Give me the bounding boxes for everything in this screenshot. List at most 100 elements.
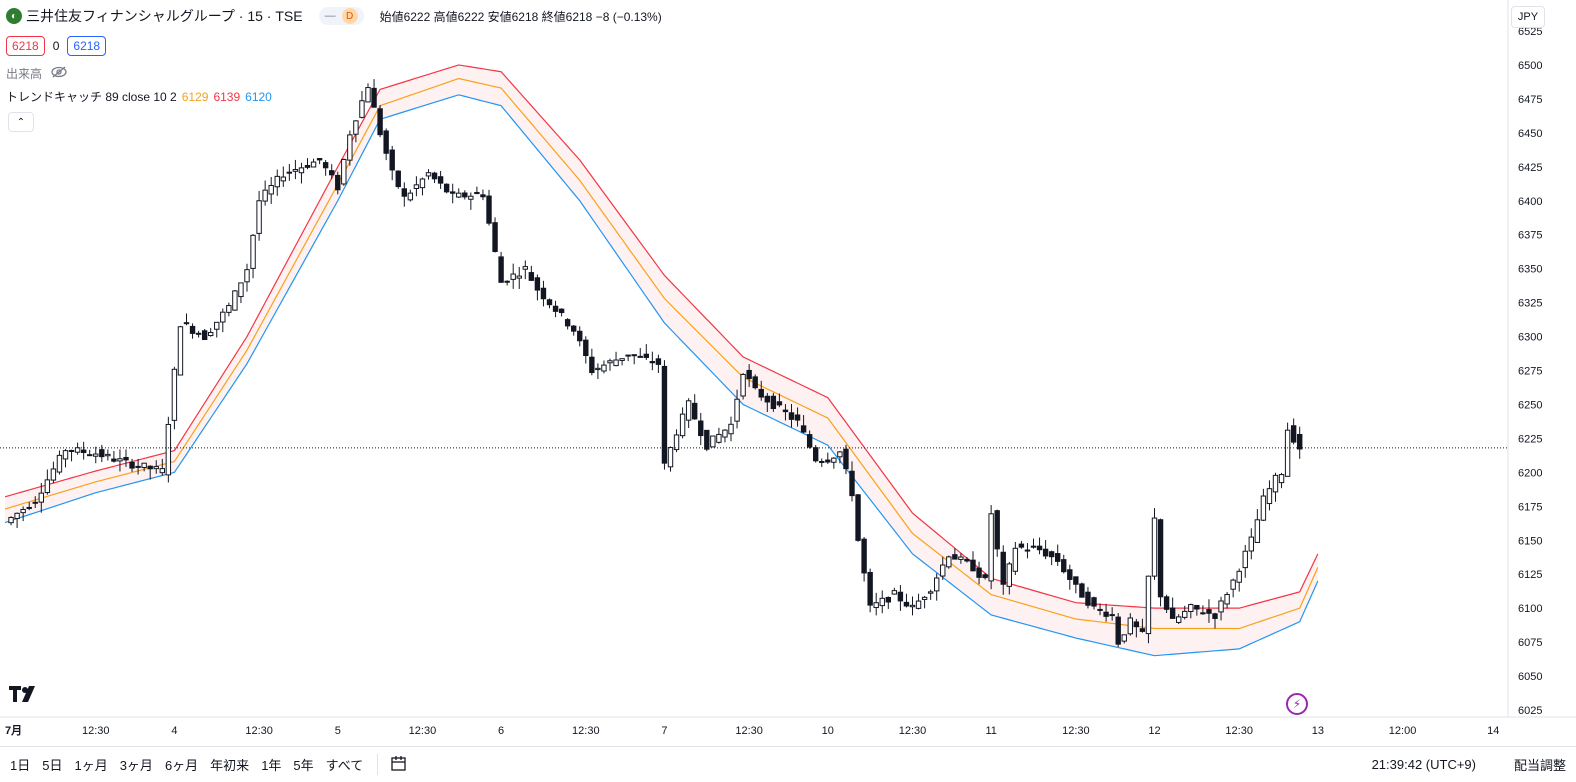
candle-up	[613, 359, 619, 367]
range-6m[interactable]: 6ヶ月	[164, 758, 199, 773]
clock-timezone[interactable]: 21:39:42 (UTC+9)	[1371, 757, 1476, 772]
candle-up	[1024, 549, 1031, 552]
candle-down	[564, 319, 571, 327]
candle-up	[220, 311, 226, 323]
candle-down	[1103, 611, 1109, 617]
candle-up	[1109, 614, 1115, 617]
candle-up	[1230, 579, 1236, 590]
currency-button[interactable]: JPY	[1511, 6, 1545, 28]
candle-up	[208, 331, 214, 337]
candle-down	[1212, 613, 1218, 619]
candle-up	[268, 185, 274, 195]
range-all[interactable]: すべて	[325, 758, 364, 773]
candle-up	[44, 479, 51, 494]
price-tick-label: 6275	[1518, 366, 1542, 378]
price-tick-label: 6225	[1518, 433, 1542, 445]
indicator-label[interactable]: トレンドキャッチ 89 close 10 2	[6, 90, 177, 104]
candle-down	[867, 571, 873, 606]
candle-up	[407, 192, 414, 201]
candle-down	[661, 365, 668, 464]
candle-up	[62, 450, 69, 460]
flash-icon[interactable]: ⚡	[1286, 693, 1308, 715]
candle-down	[546, 299, 553, 306]
candle-up	[740, 373, 746, 397]
market-status-pill[interactable]: — D	[318, 7, 364, 25]
range-5y[interactable]: 5年	[293, 758, 314, 773]
tradingview-logo-icon[interactable]	[9, 686, 41, 709]
candle-down	[1036, 545, 1043, 551]
price-tick-label: 6350	[1518, 264, 1542, 276]
candle-up	[1266, 488, 1273, 505]
candle-down	[1163, 596, 1170, 610]
indicator-value-middle: 6129	[181, 89, 209, 104]
candle-down	[577, 330, 583, 342]
candle-up	[685, 400, 692, 421]
time-tick-label: 12:00	[1389, 725, 1417, 737]
candle-up	[56, 454, 63, 473]
candle-up	[619, 358, 625, 361]
candle-up	[456, 192, 462, 198]
candle-up	[341, 158, 347, 185]
candle-up	[988, 513, 994, 582]
candle-down	[1030, 545, 1037, 548]
range-1d[interactable]: 1日	[10, 758, 31, 773]
candle-down	[903, 601, 910, 607]
candle-down	[794, 414, 801, 421]
range-5d[interactable]: 5日	[42, 758, 63, 773]
dividend-adjust-button[interactable]: 配当調整	[1513, 758, 1566, 773]
candle-down	[80, 449, 87, 454]
range-3m[interactable]: 3ヶ月	[119, 758, 153, 773]
candle-up	[522, 266, 528, 270]
candle-down	[1073, 576, 1079, 585]
candle-up	[958, 556, 964, 560]
candle-up	[286, 171, 293, 174]
volume-legend: 出来高	[6, 65, 68, 82]
symbol-legend: ◐ 三井住友フィナンシャルグループ · 15 · TSE — D 始値6222 …	[6, 6, 662, 26]
candle-down	[558, 308, 565, 314]
collapse-legend-button[interactable]: ⌃	[8, 112, 34, 132]
price-chart[interactable]: 6525650064756450642564006375635063256300…	[0, 0, 1576, 746]
candle-up	[1127, 617, 1133, 635]
candle-down	[201, 330, 208, 341]
candle-up	[171, 368, 178, 421]
candle-down	[395, 170, 401, 188]
candle-up	[1272, 474, 1279, 493]
candle-up	[673, 434, 680, 451]
candle-down	[770, 395, 777, 410]
candle-down	[1018, 543, 1025, 548]
candle-down	[1169, 607, 1176, 619]
candle-down	[540, 287, 547, 300]
range-ytd[interactable]: 年初来	[210, 758, 250, 773]
candle-up	[38, 492, 44, 503]
candle-down	[304, 165, 311, 168]
range-1y[interactable]: 1年	[261, 758, 282, 773]
candle-up	[927, 591, 934, 594]
candle-up	[1284, 429, 1291, 477]
candle-up	[165, 423, 172, 476]
candle-up	[8, 516, 14, 524]
candle-up	[1006, 563, 1012, 587]
candle-down	[583, 339, 589, 357]
candle-down	[1115, 616, 1121, 645]
spread-value: 0	[52, 39, 60, 53]
candle-down	[788, 412, 795, 420]
symbol-title[interactable]: 三井住友フィナンシャルグループ · 15 · TSE	[26, 8, 303, 24]
candle-up	[159, 468, 166, 474]
candle-up	[879, 597, 885, 607]
candle-up	[93, 453, 99, 457]
candle-down	[1200, 612, 1206, 615]
price-tick-label: 6025	[1518, 705, 1542, 717]
candle-down	[450, 191, 456, 194]
candle-up	[921, 596, 928, 600]
candle-up	[425, 172, 432, 177]
candle-up	[837, 451, 843, 458]
eye-hidden-icon[interactable]	[50, 66, 68, 81]
candle-up	[226, 305, 232, 313]
candle-down	[964, 558, 970, 562]
ask-price[interactable]: 6218	[67, 36, 107, 56]
calendar-goto-icon[interactable]	[377, 754, 408, 775]
range-1m[interactable]: 1ヶ月	[74, 758, 108, 773]
bid-price[interactable]: 6218	[6, 36, 45, 56]
time-tick-label: 14	[1487, 725, 1499, 737]
